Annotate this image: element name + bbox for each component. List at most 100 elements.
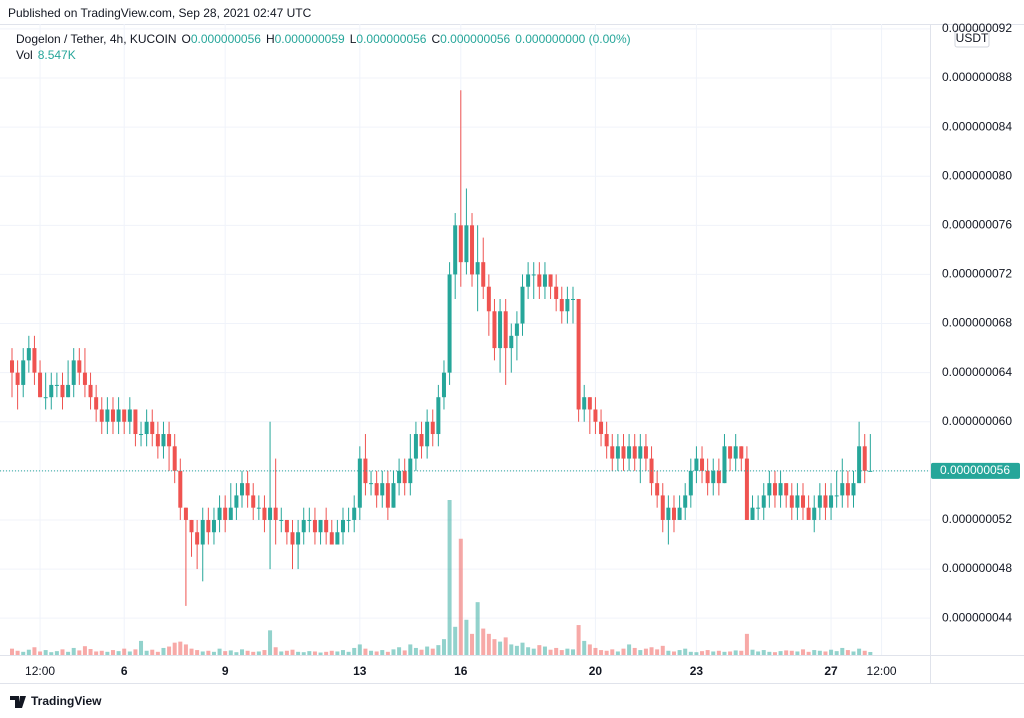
ohlc-value: 0.000000056 bbox=[440, 32, 510, 46]
candle-body bbox=[10, 360, 14, 373]
candle-body bbox=[279, 519, 284, 521]
volume-bar bbox=[761, 650, 766, 655]
candle-body bbox=[593, 409, 598, 422]
x-tick-label: 27 bbox=[824, 664, 838, 678]
legend: Dogelon / Tether, 4h, KUCOIN O0.000000056… bbox=[16, 32, 631, 62]
volume-bar bbox=[369, 650, 374, 655]
volume-bar bbox=[228, 650, 233, 655]
last-price-box bbox=[931, 462, 1020, 479]
candle-body bbox=[503, 311, 508, 349]
volume-bar bbox=[554, 647, 559, 655]
volume-bar bbox=[851, 651, 856, 655]
volume-bar bbox=[161, 647, 166, 655]
volume-bar bbox=[402, 650, 407, 655]
volume-bar bbox=[307, 651, 312, 655]
volume-bar bbox=[509, 644, 514, 655]
candle-body bbox=[739, 446, 744, 459]
candle-body bbox=[307, 519, 312, 521]
volume-bar bbox=[195, 650, 200, 655]
volume-bar bbox=[284, 650, 289, 655]
candle-body bbox=[700, 458, 705, 471]
volume-bar bbox=[722, 651, 727, 655]
volume-bar bbox=[26, 649, 31, 655]
candle-body bbox=[599, 421, 604, 435]
candle-body bbox=[801, 495, 806, 508]
candle-body bbox=[380, 483, 385, 496]
currency: USDT bbox=[956, 31, 989, 45]
volume-bar bbox=[772, 652, 777, 655]
candle-body bbox=[240, 483, 245, 496]
volume-bar bbox=[133, 649, 138, 655]
volume-bar bbox=[559, 650, 564, 655]
volume-legend: Vol 8.547K bbox=[16, 48, 76, 62]
ohlc-value: 0.000000056 bbox=[191, 32, 261, 46]
volume-bar bbox=[82, 646, 87, 655]
symbol: Dogelon / Tether, 4h, KUCOIN bbox=[16, 32, 177, 46]
volume-bar bbox=[733, 650, 738, 655]
candle-body bbox=[26, 348, 31, 361]
volume-bar bbox=[312, 651, 317, 655]
volume-bar bbox=[677, 650, 682, 655]
volume-bar bbox=[632, 647, 637, 655]
volume-bar bbox=[206, 650, 211, 655]
volume-bar bbox=[834, 651, 839, 655]
volume-bar bbox=[610, 649, 615, 655]
candle-body bbox=[660, 495, 665, 520]
volume-bar bbox=[542, 646, 547, 655]
candle-body bbox=[329, 532, 334, 545]
candle-body bbox=[683, 495, 688, 508]
candle-body bbox=[60, 384, 65, 398]
candle-body bbox=[318, 519, 323, 533]
candle-body bbox=[666, 507, 671, 520]
y-tick-label: 0.000000084 bbox=[942, 119, 1012, 133]
candle-body bbox=[256, 507, 261, 509]
candle-body bbox=[548, 274, 553, 287]
candle-body bbox=[228, 507, 233, 520]
volume-bar bbox=[391, 649, 396, 655]
volume-bar bbox=[200, 651, 205, 655]
candle-body bbox=[183, 507, 188, 520]
volume-bar bbox=[514, 645, 519, 655]
candle-body bbox=[234, 495, 239, 508]
candle-body bbox=[711, 470, 716, 484]
candle-body bbox=[716, 470, 721, 484]
candle-body bbox=[369, 483, 374, 485]
candle-body bbox=[458, 225, 463, 263]
volume-bar bbox=[352, 647, 357, 655]
volume-bar bbox=[868, 651, 873, 655]
volume-bar bbox=[21, 651, 26, 655]
candle-body bbox=[857, 446, 862, 484]
volume-bar bbox=[273, 647, 278, 655]
volume-bar bbox=[739, 650, 744, 655]
volume-bar bbox=[54, 651, 59, 655]
candle-body bbox=[144, 421, 149, 435]
candle-body bbox=[419, 434, 424, 447]
volume-bar bbox=[99, 650, 104, 655]
candle-body bbox=[498, 311, 503, 349]
volume-bar bbox=[688, 651, 693, 655]
volume-bar bbox=[419, 649, 424, 655]
candle-body bbox=[211, 519, 216, 533]
candle-body bbox=[453, 225, 458, 275]
volume-bar bbox=[94, 651, 99, 655]
volume-bar bbox=[486, 633, 491, 655]
volume-bar bbox=[441, 639, 446, 655]
volume-bar bbox=[526, 647, 531, 655]
volume-bar bbox=[812, 650, 817, 655]
volume-bar bbox=[778, 651, 783, 655]
volume-bar bbox=[840, 647, 845, 655]
volume-bar bbox=[15, 650, 20, 655]
candle-body bbox=[705, 470, 710, 484]
candle-body bbox=[324, 519, 329, 533]
candle-body bbox=[430, 421, 435, 435]
candle-body bbox=[671, 507, 676, 520]
volume-bar bbox=[862, 650, 867, 655]
volume-bar bbox=[10, 648, 14, 655]
ohlc-value: 0.000000059 bbox=[275, 32, 345, 46]
candle-body bbox=[464, 225, 469, 263]
y-tick-label: 0.000000048 bbox=[942, 561, 1012, 575]
volume-bar bbox=[335, 651, 340, 655]
candle-body bbox=[88, 384, 93, 398]
volume-bar bbox=[593, 647, 598, 655]
candle-body bbox=[772, 483, 777, 496]
